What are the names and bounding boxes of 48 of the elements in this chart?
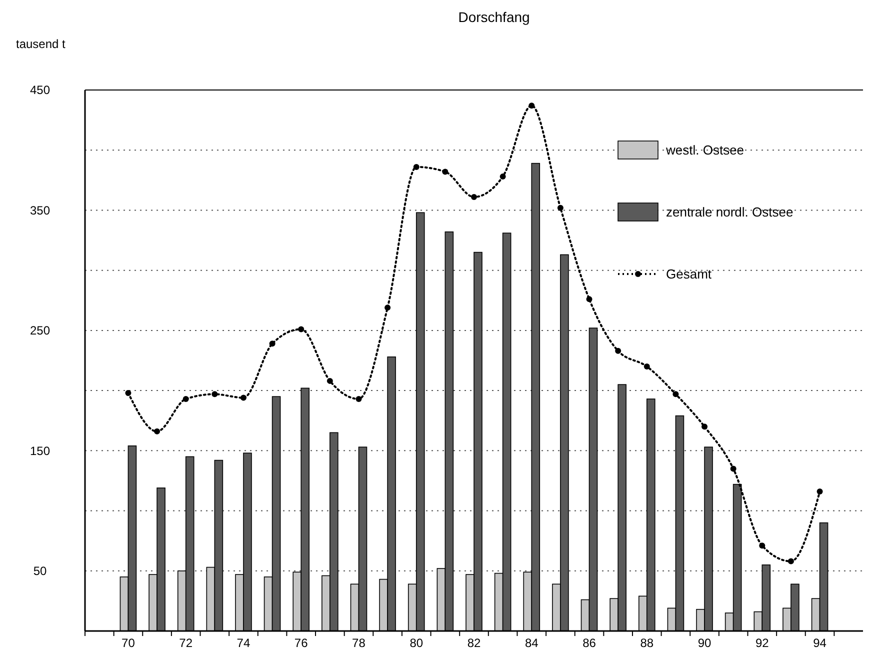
- point: [384, 304, 391, 311]
- point: [528, 102, 535, 109]
- point: [788, 558, 794, 564]
- point: [326, 378, 333, 384]
- x-tick-label: 88: [640, 636, 654, 650]
- point: [240, 394, 246, 401]
- point: [269, 340, 276, 347]
- x-tick-label: 86: [582, 636, 596, 650]
- x-tick-label: 82: [467, 636, 481, 650]
- x-tick-label: 80: [410, 636, 424, 650]
- point: [702, 424, 708, 430]
- point: [125, 390, 132, 396]
- x-tick-label: 92: [755, 636, 770, 650]
- point: [356, 396, 362, 402]
- point: [672, 391, 679, 398]
- y-axis-title: tausend t: [16, 37, 66, 51]
- y-tick-label: 350: [30, 203, 50, 218]
- chart-title: Dorschfang: [458, 9, 530, 25]
- point: [154, 428, 160, 434]
- x-tick-label: 72: [179, 636, 193, 650]
- legend-label: westl. Ostsee: [665, 142, 744, 158]
- point: [816, 488, 823, 495]
- point: [730, 466, 736, 472]
- point: [615, 348, 622, 354]
- x-tick-label: 74: [236, 636, 250, 650]
- y-tick-label: 450: [30, 83, 50, 98]
- y-tick-label: 50: [33, 564, 47, 578]
- x-tick-label: 94: [813, 636, 827, 650]
- y-tick-label: 150: [30, 444, 50, 458]
- point: [644, 364, 650, 370]
- y-tick-label: 250: [30, 324, 50, 338]
- point: [413, 164, 420, 170]
- point: [212, 391, 218, 398]
- x-tick-label: 78: [352, 636, 366, 650]
- x-tick-label: 76: [294, 636, 308, 650]
- point: [500, 174, 506, 180]
- point: [182, 396, 189, 402]
- point: [442, 168, 448, 175]
- legend-label: Gesamt: [666, 266, 712, 282]
- x-tick-label: 90: [698, 636, 712, 650]
- legend-label: zentrale nordl. Ostsee: [666, 204, 794, 220]
- point: [471, 194, 477, 200]
- x-tick-label: 84: [524, 636, 539, 650]
- point: [298, 326, 304, 332]
- point: [557, 204, 564, 211]
- point: [586, 296, 592, 302]
- x-tick-label: 70: [122, 636, 136, 650]
- point: [759, 542, 766, 549]
